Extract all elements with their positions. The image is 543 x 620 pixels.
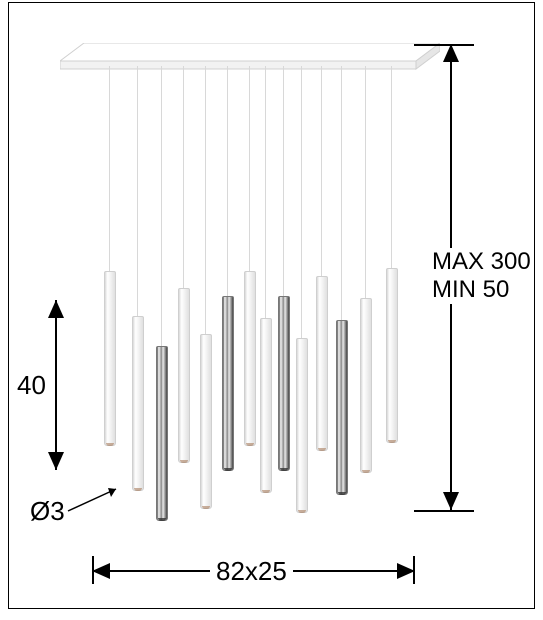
pendant-tube-white [360, 298, 372, 473]
arrow-down-icon [443, 492, 459, 510]
pendant-tube-white [244, 271, 256, 446]
pendant-cord [265, 66, 266, 318]
pendant-tube-white [316, 276, 328, 451]
label-tube-diameter: Ø3 [30, 496, 65, 527]
diagram-canvas: 40 Ø3 MAX 300 MIN 50 82x25 [0, 0, 543, 620]
pendant-cord [205, 66, 206, 334]
pendant-cord [161, 66, 162, 346]
pendant-tube-white [104, 271, 116, 446]
label-height-min: MIN 50 [430, 276, 511, 304]
pendant-cord [341, 66, 342, 320]
pendant-tube-chrome [222, 296, 234, 471]
pendant-tube-white [132, 316, 144, 491]
pendant-tube-white [200, 334, 212, 509]
dim-arrow-tube-length [55, 300, 57, 470]
pendant-tube-chrome [336, 320, 348, 495]
pendant-cord [109, 66, 110, 271]
pendant-cord [283, 66, 284, 296]
ceiling-plate [60, 43, 440, 91]
pendant-tube-white [178, 288, 190, 463]
arrow-up-icon [48, 300, 64, 318]
pendant-cord [321, 66, 322, 276]
arrow-up-icon [443, 44, 459, 62]
extent-line-bottom-right [414, 510, 474, 512]
pendant-tube-white [296, 338, 308, 513]
pendant-cord [137, 66, 138, 316]
pendant-cord [391, 66, 392, 268]
pendant-tube-chrome [278, 296, 290, 471]
pendant-cord [183, 66, 184, 288]
pendant-cord [249, 66, 250, 271]
label-tube-length: 40 [17, 370, 46, 401]
label-height-max: MAX 300 [430, 248, 533, 276]
pendant-tube-white [386, 268, 398, 443]
pendant-tube-white [260, 318, 272, 493]
pendant-cord [227, 66, 228, 296]
pendant-cord [301, 66, 302, 338]
arrow-left-icon [92, 563, 110, 579]
pendant-cord [365, 66, 366, 298]
label-width-depth: 82x25 [210, 556, 293, 587]
pendant-tube-chrome [156, 346, 168, 521]
leader-diameter [64, 485, 120, 519]
arrow-right-icon [397, 563, 415, 579]
arrow-down-icon [48, 452, 64, 470]
